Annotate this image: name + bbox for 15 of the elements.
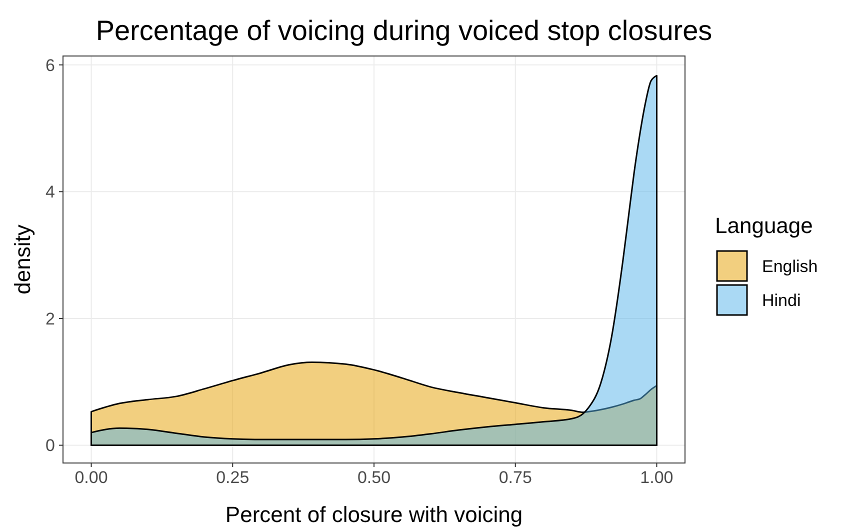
x-tick-label: 1.00 bbox=[640, 468, 674, 487]
x-tick-label: 0.25 bbox=[216, 468, 250, 487]
chart-title: Percentage of voicing during voiced stop closures bbox=[96, 15, 712, 46]
y-tick-label: 4 bbox=[46, 182, 55, 202]
y-tick-label: 0 bbox=[46, 436, 55, 456]
legend-title: Language bbox=[715, 213, 813, 238]
y-axis-title: density bbox=[10, 224, 35, 294]
x-tick-label: 0.75 bbox=[498, 468, 532, 487]
y-tick-label: 2 bbox=[46, 309, 55, 328]
y-tick-label: 6 bbox=[46, 56, 55, 75]
legend-label: Hindi bbox=[762, 290, 801, 310]
x-tick-label: 0.50 bbox=[357, 468, 391, 487]
x-axis-title: Percent of closure with voicing bbox=[225, 502, 523, 527]
legend-label: English bbox=[762, 256, 818, 276]
x-tick-label: 0.00 bbox=[74, 468, 108, 487]
